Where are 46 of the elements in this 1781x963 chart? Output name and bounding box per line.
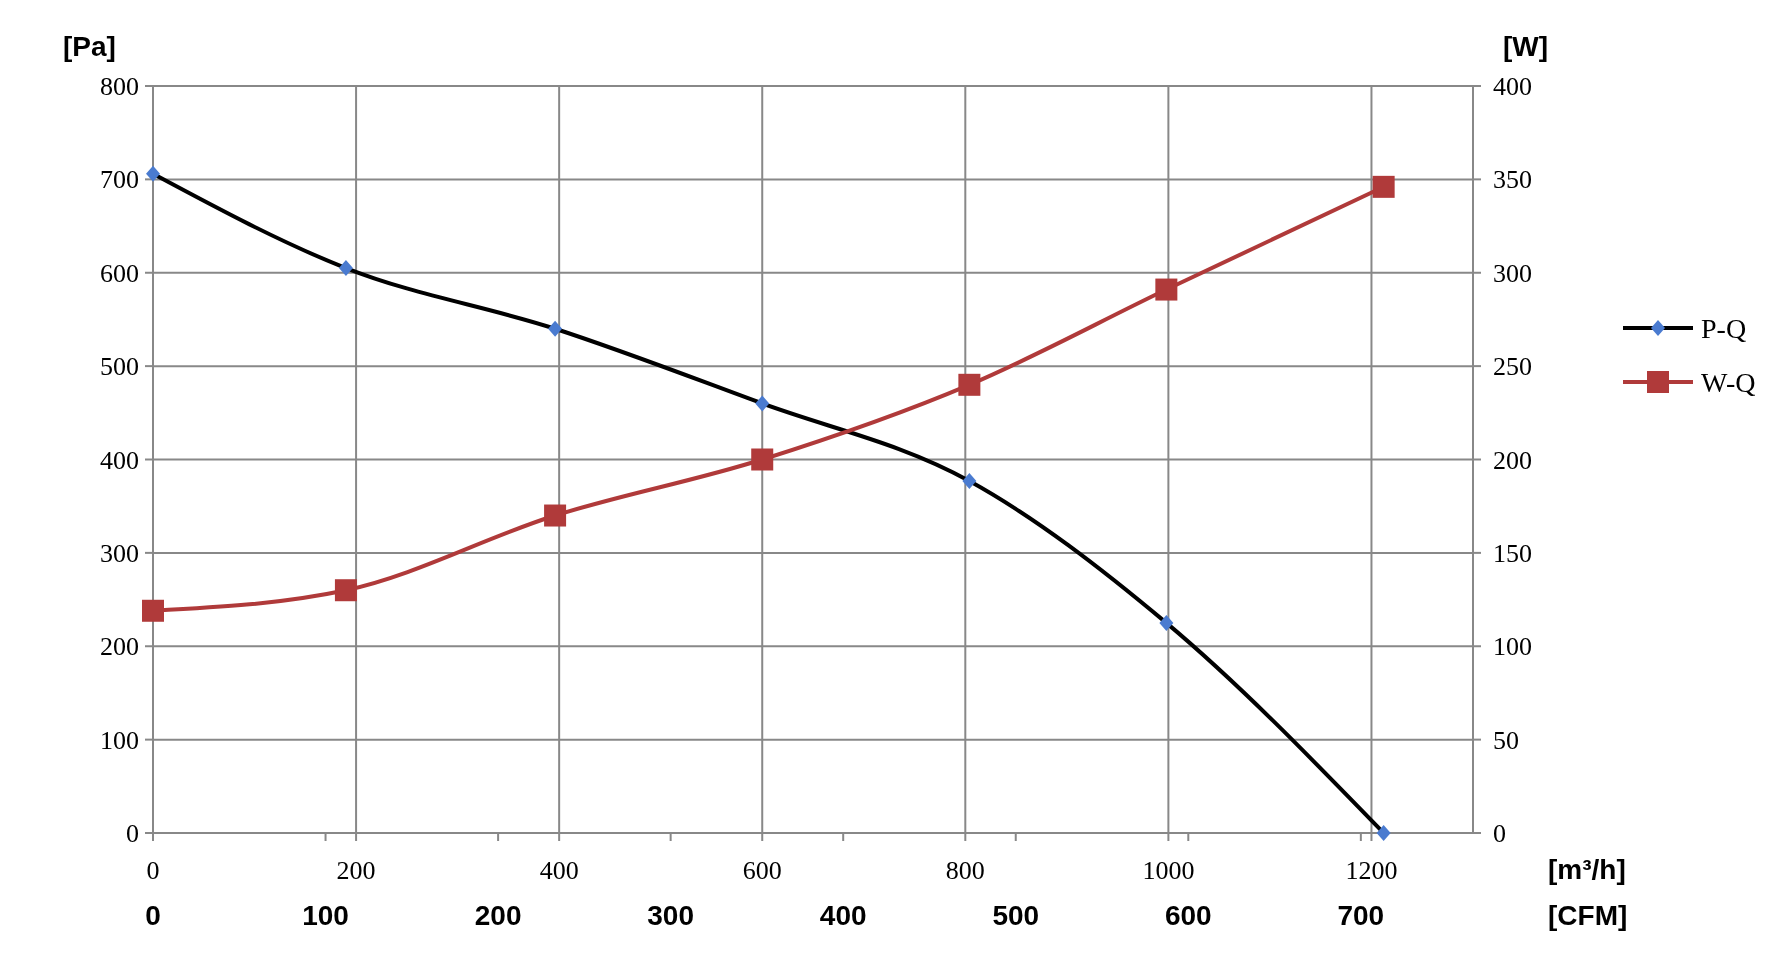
point xyxy=(1372,175,1395,198)
x2-tick-label: 700 xyxy=(1337,900,1385,931)
y-tick-label: 300 xyxy=(100,538,139,568)
point xyxy=(958,373,981,396)
x-tick-label: 400 xyxy=(539,856,579,885)
x-tick-label: 800 xyxy=(945,856,985,885)
x2-tick-label: 400 xyxy=(819,900,867,931)
y2-tick-label: 350 xyxy=(1493,165,1532,195)
y-tick-label: 800 xyxy=(100,72,139,102)
x-tick-label: 200 xyxy=(336,856,376,885)
y-tick-label: 100 xyxy=(100,725,139,755)
x2-axis-title: [CFM] xyxy=(1548,900,1628,931)
y2-tick-label: 200 xyxy=(1493,445,1532,475)
x2-tick-label: 300 xyxy=(647,900,695,931)
point xyxy=(142,599,164,622)
y-axis-title: [Pa] xyxy=(63,31,116,62)
legend-label: P-Q xyxy=(1701,312,1747,344)
y2-tick-label: 0 xyxy=(1493,819,1506,849)
y2-tick-label: 400 xyxy=(1493,72,1532,102)
x2-tick-label: 500 xyxy=(992,900,1040,931)
x-tick-label: 600 xyxy=(742,856,782,885)
x2-tick-label: 0 xyxy=(145,900,161,931)
y2-tick-label: 100 xyxy=(1493,632,1532,662)
point xyxy=(334,579,357,602)
x-tick-label: 0 xyxy=(146,856,160,885)
y-tick-label: 200 xyxy=(100,632,139,662)
y-tick-label: 0 xyxy=(126,819,139,849)
x-tick-label: 1000 xyxy=(1142,856,1195,885)
y2-tick-label: 50 xyxy=(1493,725,1519,755)
x-axis-title: [m³/h] xyxy=(1548,854,1626,885)
y-tick-label: 500 xyxy=(100,352,139,382)
point xyxy=(751,448,774,471)
y-tick-label: 700 xyxy=(100,165,139,195)
y2-tick-label: 300 xyxy=(1493,258,1532,288)
point xyxy=(1155,278,1178,301)
x2-tick-label: 600 xyxy=(1164,900,1212,931)
y2-axis-title: [W] xyxy=(1503,31,1549,62)
y-tick-label: 600 xyxy=(100,258,139,288)
x-tick-label: 1200 xyxy=(1345,856,1398,885)
y-tick-label: 400 xyxy=(100,445,139,475)
legend-label: W-Q xyxy=(1701,366,1756,398)
point xyxy=(544,504,567,527)
y2-tick-label: 250 xyxy=(1493,352,1532,382)
y2-tick-label: 150 xyxy=(1493,538,1532,568)
x2-tick-label: 100 xyxy=(302,900,349,931)
x2-tick-label: 200 xyxy=(474,900,522,931)
